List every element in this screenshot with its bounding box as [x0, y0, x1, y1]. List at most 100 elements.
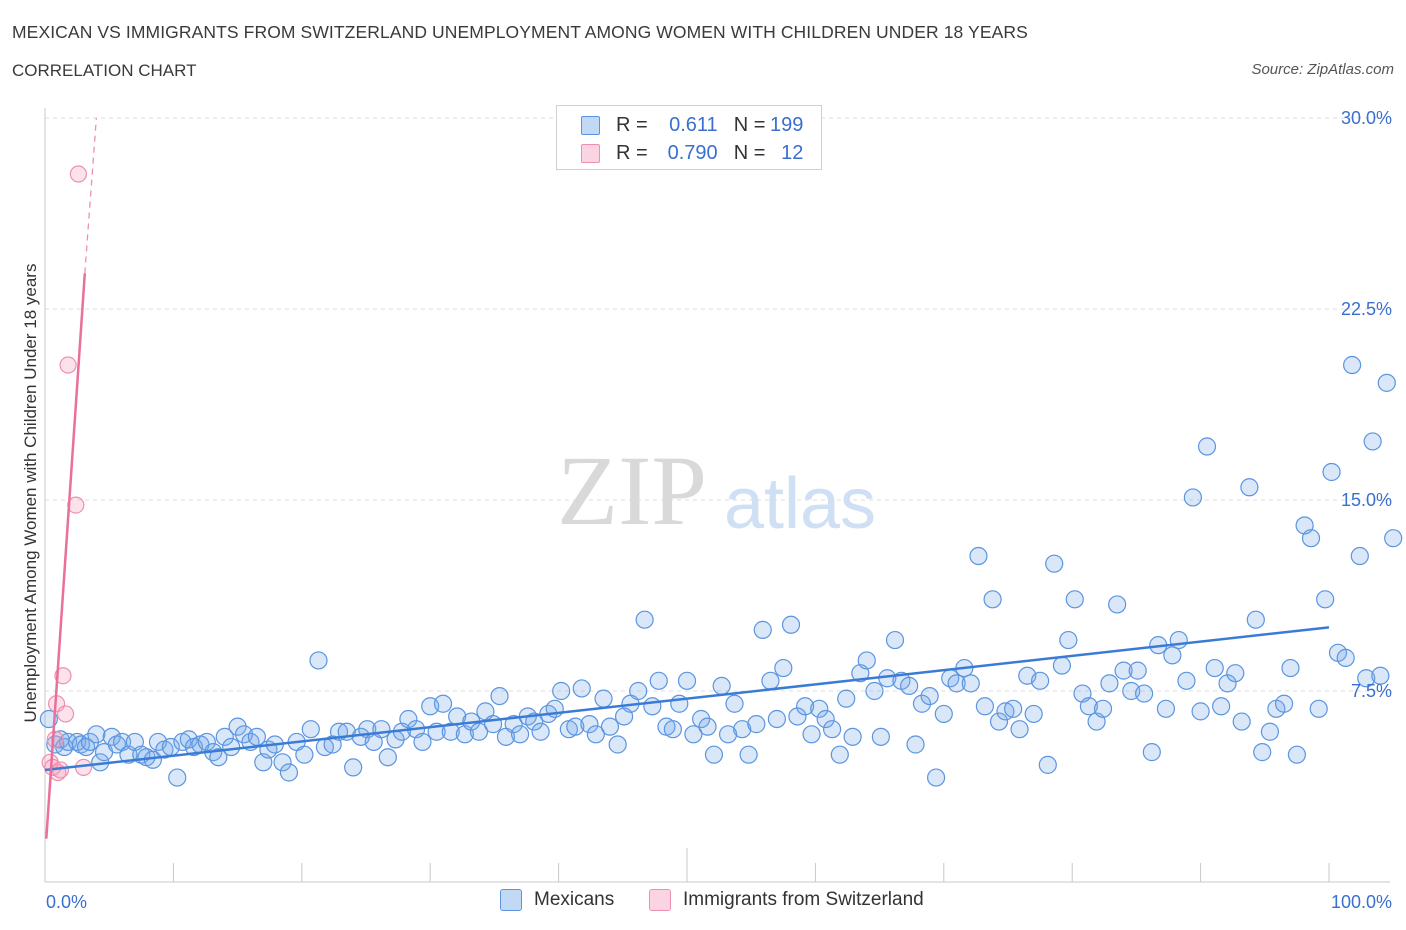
- data-point-mexicans: [649, 671, 668, 690]
- watermark-atlas: atlas: [724, 464, 876, 544]
- data-point-mexicans: [586, 725, 605, 744]
- data-point-mexicans: [1260, 722, 1280, 741]
- data-point-mexicans: [413, 732, 432, 752]
- data-point-mexicans: [934, 704, 953, 724]
- data-point-mexicans: [1322, 462, 1341, 482]
- data-point-mexicans: [531, 722, 550, 741]
- data-point-mexicans: [983, 590, 1002, 609]
- data-point-mexicans: [510, 725, 530, 744]
- data-point-mexicans: [733, 720, 752, 739]
- data-point-mexicans: [865, 681, 884, 701]
- data-point-mexicans: [796, 697, 815, 716]
- watermark-zip: ZIP: [557, 435, 707, 546]
- data-point-mexicans: [1197, 437, 1217, 456]
- y-axis-label: Unemployment Among Women with Children U…: [21, 264, 40, 723]
- data-point-mexicans: [629, 681, 648, 701]
- data-point-mexicans: [816, 709, 835, 729]
- y-tick-label: 30.0%: [1341, 108, 1392, 128]
- legend-label: Mexicans: [534, 889, 615, 910]
- data-point-mexicans: [222, 737, 241, 757]
- legend-swatch-blue: [581, 115, 600, 135]
- data-point-switzerland: [56, 705, 75, 723]
- data-point-mexicans: [1309, 699, 1328, 718]
- data-point-mexicans: [1350, 546, 1369, 566]
- data-point-mexicans: [1253, 743, 1272, 762]
- data-point-mexicans: [788, 707, 807, 726]
- data-point-mexicans: [1059, 630, 1078, 650]
- data-point-mexicans: [1004, 699, 1023, 718]
- data-point-mexicans: [885, 630, 905, 650]
- x-tick-label-max: 100.0%: [1331, 892, 1392, 912]
- data-point-mexicans: [490, 686, 509, 706]
- legend-swatch-pink: [581, 143, 600, 163]
- data-point-mexicans: [802, 725, 821, 744]
- data-point-mexicans: [747, 715, 766, 734]
- series-switzerland: [41, 165, 93, 782]
- data-point-mexicans: [975, 697, 994, 716]
- data-point-mexicans: [1363, 432, 1382, 451]
- legend-item-mexicans[interactable]: Mexicans: [500, 889, 614, 911]
- legend-swatch-blue: [500, 889, 522, 911]
- data-point-mexicans: [1357, 669, 1376, 688]
- data-point-mexicans: [810, 699, 829, 718]
- data-point-mexicans: [837, 689, 856, 708]
- data-point-mexicans: [580, 715, 599, 734]
- data-point-mexicans: [372, 720, 391, 739]
- data-point-mexicans: [1024, 704, 1043, 724]
- watermark: ZIP atlas: [557, 435, 876, 546]
- data-point-mexicans: [830, 745, 849, 764]
- trend-line-switzerland-extension: [84, 117, 98, 274]
- data-point-switzerland: [59, 356, 77, 374]
- data-point-mexicans: [1316, 590, 1335, 609]
- n-label: N =: [733, 141, 766, 164]
- legend-label: Immigrants from Switzerland: [683, 889, 924, 910]
- data-point-mexicans: [1287, 745, 1307, 764]
- data-point-switzerland: [46, 730, 64, 748]
- series-mexicans: [39, 355, 1403, 787]
- x-tick-label-min: 0.0%: [46, 892, 87, 912]
- data-point-mexicans: [87, 725, 106, 744]
- y-tick-label: 15.0%: [1341, 490, 1392, 510]
- data-point-mexicans: [228, 717, 247, 736]
- chart-title: MEXICAN VS IMMIGRANTS FROM SWITZERLAND U…: [12, 22, 1028, 42]
- data-point-mexicans: [712, 676, 731, 696]
- r-label: R =: [616, 113, 648, 136]
- data-point-mexicans: [684, 725, 703, 744]
- data-point-mexicans: [572, 679, 591, 698]
- data-point-mexicans: [871, 727, 890, 746]
- y-tick-label: 7.5%: [1351, 681, 1392, 701]
- stats-legend: R = 0.611 N = 199 R = 0.790 N = 12: [556, 105, 822, 170]
- data-point-mexicans: [900, 676, 919, 696]
- data-point-mexicans: [469, 722, 489, 741]
- data-point-mexicans: [906, 735, 925, 754]
- data-point-mexicans: [704, 745, 724, 764]
- data-point-mexicans: [168, 768, 187, 787]
- data-point-mexicans: [399, 709, 418, 729]
- legend-swatch-pink: [649, 889, 671, 911]
- legend-item-switzerland[interactable]: Immigrants from Switzerland: [649, 889, 924, 911]
- r-label: R =: [616, 141, 648, 164]
- data-point-mexicans: [504, 715, 523, 734]
- data-point-mexicans: [1240, 478, 1259, 497]
- data-point-mexicans: [912, 694, 932, 713]
- chart-subtitle: CORRELATION CHART: [12, 61, 197, 80]
- grid-lines: [45, 117, 1390, 692]
- data-point-mexicans: [739, 745, 758, 764]
- axes: [44, 108, 1390, 883]
- data-point-mexicans: [1301, 529, 1321, 548]
- data-point-mexicans: [1377, 373, 1396, 392]
- stats-row-mexicans: R = 0.611 N = 199: [581, 113, 803, 137]
- series-legend: Mexicans Immigrants from Switzerland: [0, 889, 1406, 915]
- data-point-mexicans: [1281, 658, 1300, 678]
- data-point-mexicans: [1100, 674, 1119, 693]
- data-point-switzerland: [54, 667, 72, 685]
- data-point-mexicans: [197, 732, 216, 752]
- data-point-mexicans: [643, 697, 662, 716]
- data-point-mexicans: [1128, 661, 1147, 680]
- data-point-mexicans: [663, 720, 682, 739]
- data-point-mexicans: [215, 727, 234, 746]
- data-point-switzerland: [69, 165, 87, 183]
- data-point-mexicans: [857, 651, 876, 670]
- n-value: 12: [781, 141, 804, 164]
